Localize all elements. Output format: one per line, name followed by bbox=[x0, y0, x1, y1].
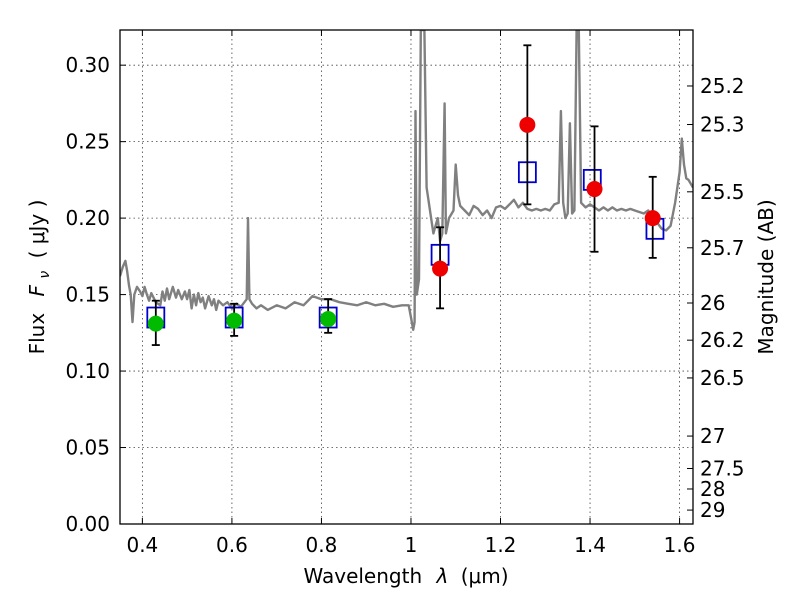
nir-data-point bbox=[432, 260, 449, 277]
x-tick-label: 1 bbox=[405, 533, 418, 557]
x-tick-label: 1.2 bbox=[485, 533, 517, 557]
x-tick-label: 0.4 bbox=[126, 533, 158, 557]
x-tick-label: 1.6 bbox=[664, 533, 696, 557]
x-axis-label: Wavelength λ (μm) bbox=[303, 564, 508, 588]
y-tick-label: 0.20 bbox=[65, 206, 110, 230]
optical-data-point bbox=[226, 312, 243, 329]
x-tick-label: 0.6 bbox=[216, 533, 248, 557]
x-tick-label: 1.4 bbox=[574, 533, 606, 557]
y-tick-label: 0.15 bbox=[65, 283, 110, 307]
y2-tick-label: 25.5 bbox=[700, 180, 745, 204]
nir-data-point bbox=[586, 181, 603, 198]
y2-tick-label: 28 bbox=[700, 477, 725, 501]
x-axis-label-symbol: λ bbox=[436, 564, 449, 588]
y-axis-label-unit: ( μJy ) bbox=[25, 200, 49, 259]
y2-tick-label: 25.2 bbox=[700, 74, 745, 98]
y2-tick-label: 26 bbox=[700, 291, 725, 315]
grid-lines bbox=[120, 30, 693, 524]
y2-tick-label: 26.2 bbox=[700, 328, 745, 352]
axis-ticks: 0.4 0.6 0.8 1 1.2 1.4 1.6 0.00 0.05 0.10 0.15 0.20 0… bbox=[65, 30, 745, 557]
y-tick-label: 0.00 bbox=[65, 512, 110, 536]
x-axis-label-unit: (μm) bbox=[461, 564, 509, 588]
plot-frame bbox=[119, 29, 694, 525]
y-axis-label-text: Flux bbox=[25, 313, 49, 355]
nir-data-point bbox=[519, 116, 536, 133]
y-axis-label-symbol: F bbox=[25, 284, 49, 296]
y-tick-label: 0.25 bbox=[65, 130, 110, 154]
y2-tick-label: 26.5 bbox=[700, 366, 745, 390]
nir-data-point bbox=[644, 210, 661, 227]
y2-tick-label: 27 bbox=[700, 424, 725, 448]
y2-axis-label: Magnitude (AB) bbox=[754, 199, 778, 354]
optical-data-point bbox=[320, 311, 337, 328]
plot-area bbox=[120, 30, 693, 346]
x-tick-label: 0.8 bbox=[306, 533, 338, 557]
optical-data-point bbox=[147, 315, 164, 332]
model-spectrum-line bbox=[120, 30, 693, 331]
y2-tick-label: 25.3 bbox=[700, 113, 745, 137]
y-tick-label: 0.05 bbox=[65, 436, 110, 460]
y2-tick-label: 27.5 bbox=[700, 456, 745, 480]
x-axis-label-text: Wavelength bbox=[303, 564, 422, 588]
y2-tick-label: 29 bbox=[700, 498, 725, 522]
y-axis-label: Flux F ν ( μJy ) bbox=[25, 200, 54, 355]
y-tick-label: 0.10 bbox=[65, 359, 110, 383]
y-tick-label: 0.30 bbox=[65, 53, 110, 77]
y-axis-label-subscript: ν bbox=[37, 271, 53, 279]
y2-tick-label: 25.7 bbox=[700, 236, 745, 260]
